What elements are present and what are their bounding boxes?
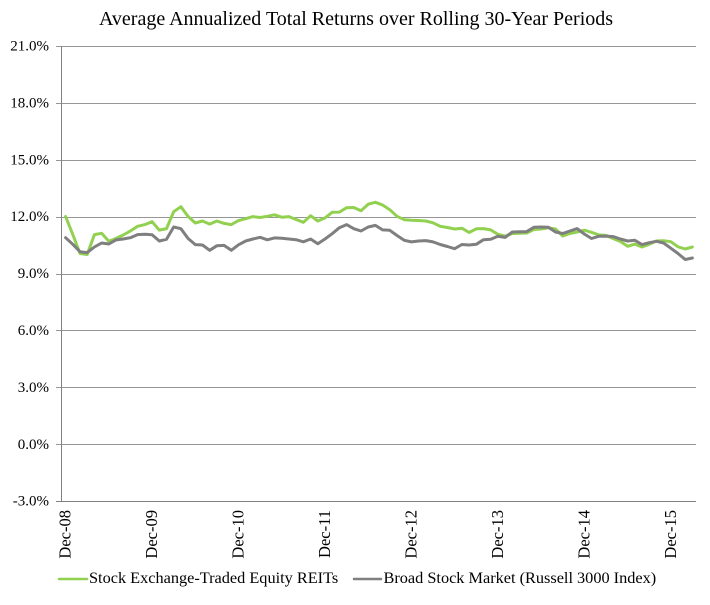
svg-text:Broad Stock Market (Russell 30: Broad Stock Market (Russell 3000 Index) <box>384 568 657 587</box>
svg-text:6.0%: 6.0% <box>18 323 49 339</box>
svg-text:Dec-12: Dec-12 <box>401 510 420 559</box>
svg-text:12.0%: 12.0% <box>10 209 49 225</box>
svg-text:Average Annualized Total Retur: Average Annualized Total Returns over Ro… <box>99 8 613 30</box>
svg-text:Dec-15: Dec-15 <box>661 510 680 559</box>
svg-text:15.0%: 15.0% <box>10 152 49 168</box>
svg-text:21.0%: 21.0% <box>10 39 49 55</box>
svg-text:18.0%: 18.0% <box>10 95 49 111</box>
svg-text:Dec-14: Dec-14 <box>574 510 593 559</box>
svg-text:-3.0%: -3.0% <box>13 494 49 510</box>
svg-text:Dec-13: Dec-13 <box>488 510 507 559</box>
svg-text:0.0%: 0.0% <box>18 437 49 453</box>
svg-text:Dec-11: Dec-11 <box>315 510 334 558</box>
svg-text:Dec-10: Dec-10 <box>229 510 248 559</box>
svg-text:3.0%: 3.0% <box>18 380 49 396</box>
svg-text:9.0%: 9.0% <box>18 266 49 282</box>
svg-text:Dec-08: Dec-08 <box>56 510 75 559</box>
svg-text:Stock Exchange-Traded Equity R: Stock Exchange-Traded Equity REITs <box>89 568 338 587</box>
svg-text:Dec-09: Dec-09 <box>142 510 161 559</box>
